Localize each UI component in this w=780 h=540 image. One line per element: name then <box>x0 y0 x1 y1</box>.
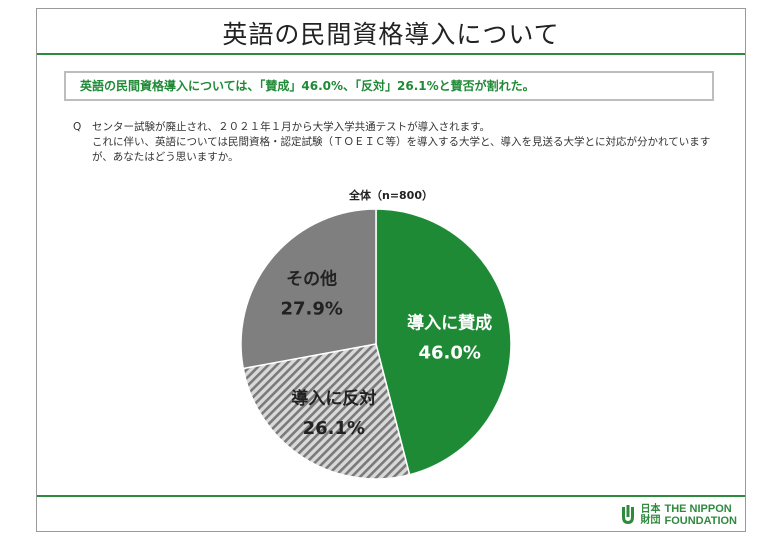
logo-ja-line2: 財団 <box>640 515 661 526</box>
question-text: センター試験が廃止され、２０２１年１月から大学入学共通テストが導入されます。 こ… <box>92 121 711 163</box>
pie-chart: 導入に賛成 46.0% 導入に反対 26.1% その他 27.9% <box>240 208 512 480</box>
pie-slice-1 <box>242 343 411 480</box>
pie-label-1: 導入に反対 <box>291 388 376 409</box>
nippon-foundation-logo: 日本 財団 THE NIPPON FOUNDATION <box>620 501 737 529</box>
pie-value-2: 27.9% <box>280 298 342 319</box>
pie-value-1: 26.1% <box>303 418 365 439</box>
title-divider <box>37 53 745 55</box>
logo-japanese: 日本 財団 <box>640 504 660 526</box>
logo-en-line2: FOUNDATION <box>664 515 737 527</box>
pie-slice-0 <box>375 208 512 476</box>
pie-label-0: 導入に賛成 <box>407 313 492 334</box>
footer-divider <box>37 495 745 497</box>
pie-value-0: 46.0% <box>418 343 480 364</box>
logo-english: THE NIPPON FOUNDATION <box>664 503 737 527</box>
nippon-foundation-emblem-icon <box>622 505 635 524</box>
summary-text: 英語の民間資格導入については、「賛成」46.0%、「反対」26.1%と賛否が割れ… <box>80 79 535 93</box>
summary-box: 英語の民間資格導入については、「賛成」46.0%、「反対」26.1%と賛否が割れ… <box>64 71 714 101</box>
question-block: Q センター試験が廃止され、２０２１年１月から大学入学共通テストが導入されます。… <box>73 120 713 165</box>
page-title: 英語の民間資格導入について <box>222 20 560 49</box>
pie-slice-2 <box>240 208 377 370</box>
chart-title: 全体（n=800） <box>348 189 433 202</box>
logo-ja-line1: 日本 <box>640 504 661 515</box>
logo-en-line1: THE NIPPON <box>664 503 732 515</box>
slide-frame: 英語の民間資格導入について 英語の民間資格導入については、「賛成」46.0%、「… <box>36 8 746 532</box>
pie-label-2: その他 <box>286 268 337 289</box>
question-mark: Q <box>73 121 82 133</box>
